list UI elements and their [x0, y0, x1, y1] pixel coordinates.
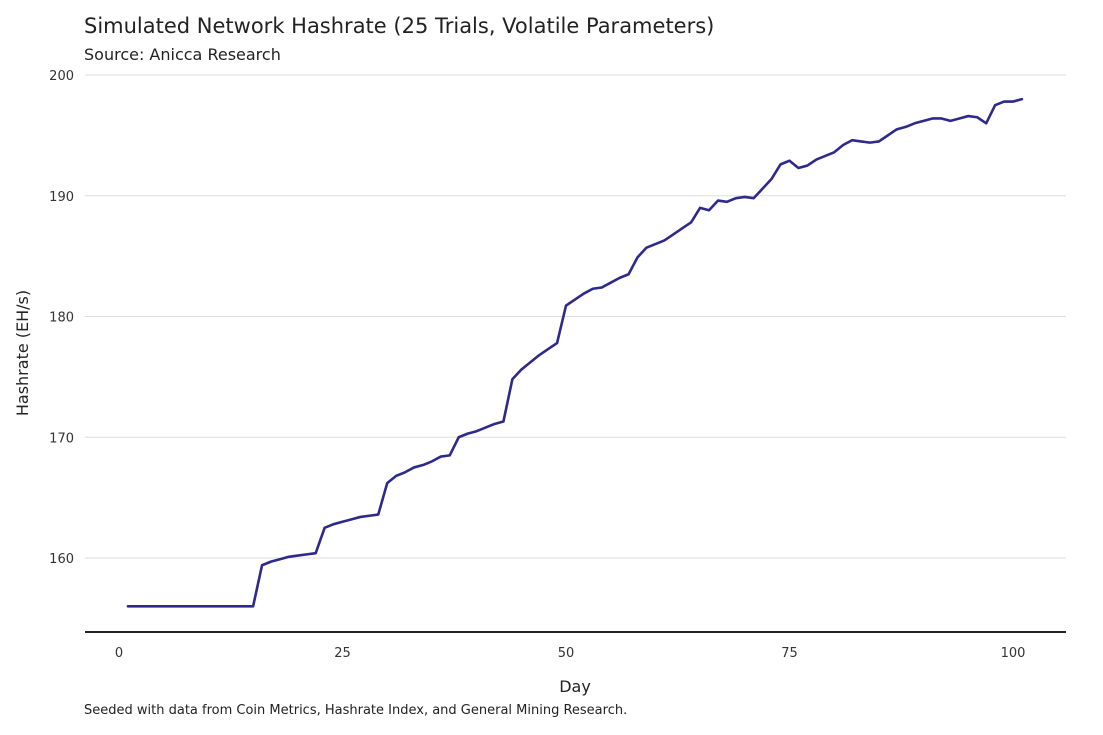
- y-tick-label: 180: [49, 311, 74, 326]
- chart-subtitle: Source: Anicca Research: [84, 45, 281, 64]
- y-tick-label: 200: [49, 69, 74, 84]
- x-tick-label: 75: [781, 646, 798, 661]
- y-tick-label: 170: [49, 431, 74, 446]
- chart-caption: Seeded with data from Coin Metrics, Hash…: [84, 703, 628, 718]
- x-tick-label: 0: [115, 646, 123, 661]
- y-axis-title: Hashrate (EH/s): [13, 290, 32, 416]
- y-axis-ticks: 160 170 180 190 200: [49, 69, 74, 567]
- hashrate-series-line: [126, 97, 1024, 608]
- chart-title: Simulated Network Hashrate (25 Trials, V…: [84, 14, 715, 38]
- x-axis-title: Day: [559, 677, 591, 696]
- x-tick-label: 25: [334, 646, 351, 661]
- grid-lines: [85, 74, 1066, 559]
- y-tick-label: 160: [49, 552, 74, 567]
- x-tick-label: 100: [1001, 646, 1026, 661]
- y-tick-label: 190: [49, 190, 74, 205]
- x-tick-label: 50: [558, 646, 575, 661]
- x-axis-ticks: 0 25 50 75 100: [115, 646, 1026, 661]
